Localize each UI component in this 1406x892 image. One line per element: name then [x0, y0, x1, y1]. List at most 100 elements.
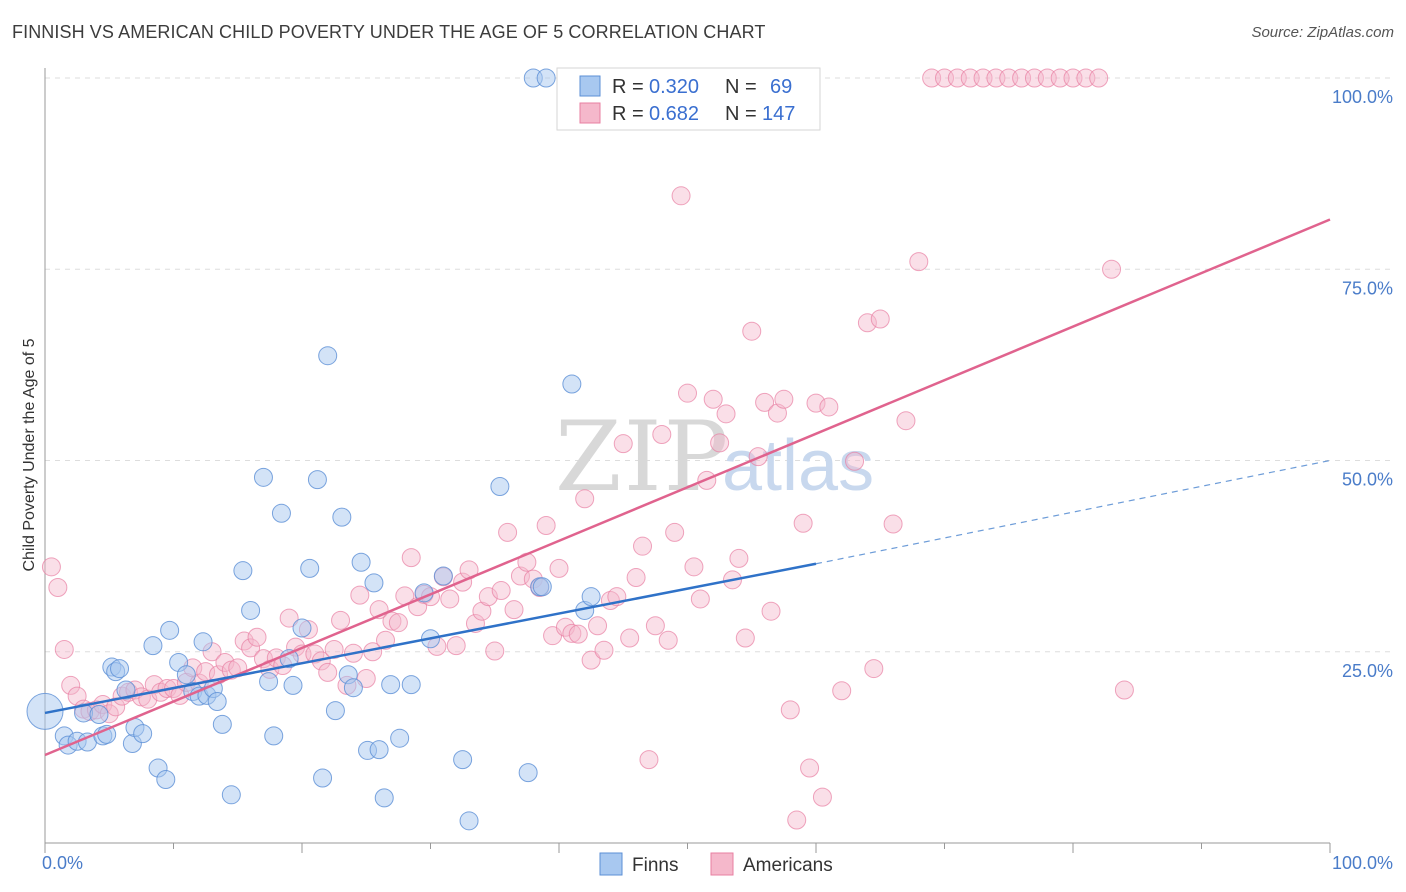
data-point-finns: [532, 577, 552, 597]
data-point-americans: [652, 424, 672, 444]
data-point-americans: [787, 810, 807, 830]
bottom-legend: Finns Americans: [599, 852, 833, 876]
data-point-americans: [491, 581, 511, 601]
data-point-finns: [490, 477, 510, 497]
data-point-finns: [264, 726, 284, 746]
y-tick-label: 50.0%: [1342, 470, 1393, 490]
data-point-americans: [633, 536, 653, 556]
data-point-americans: [755, 392, 775, 412]
series-americans-points: [41, 68, 1134, 830]
data-point-americans: [48, 577, 68, 597]
data-point-americans: [864, 659, 884, 679]
data-point-finns: [351, 552, 371, 572]
data-point-americans: [594, 640, 614, 660]
data-point-americans: [41, 557, 61, 577]
x-tick-label: 100.0%: [1332, 853, 1393, 873]
bottom-legend-swatch-finns: [599, 852, 623, 876]
data-point-americans: [626, 568, 646, 588]
legend-n-label: N =: [725, 76, 757, 98]
data-point-americans: [331, 610, 351, 630]
data-point-americans: [54, 639, 74, 659]
data-point-finns: [233, 561, 253, 581]
data-point-finns: [433, 566, 453, 586]
chart-title: FINNISH VS AMERICAN CHILD POVERTY UNDER …: [12, 22, 766, 42]
data-point-finns: [374, 788, 394, 808]
data-point-americans: [761, 601, 781, 621]
data-point-finns: [26, 692, 64, 730]
data-point-finns: [176, 665, 196, 685]
legend-r-value-finns: 0.320: [649, 76, 699, 98]
data-point-americans: [800, 758, 820, 778]
data-point-americans: [106, 697, 126, 717]
data-point-americans: [678, 383, 697, 403]
data-point-americans: [144, 675, 164, 695]
data-point-finns: [193, 632, 213, 652]
data-point-finns: [307, 470, 327, 490]
data-point-americans: [568, 624, 588, 644]
data-point-americans: [845, 451, 865, 471]
y-tick-label: 100.0%: [1332, 87, 1393, 107]
data-point-americans: [215, 652, 235, 672]
data-point-finns: [143, 636, 163, 656]
data-point-americans: [61, 675, 81, 695]
data-point-americans: [279, 608, 299, 628]
data-point-finns: [241, 600, 261, 620]
data-point-finns: [518, 763, 538, 783]
data-point-finns: [271, 503, 291, 523]
y-axis-label: Child Poverty Under the Age of 5: [21, 338, 38, 571]
data-point-finns: [581, 587, 601, 607]
data-point-americans: [440, 589, 460, 609]
data-point-finns: [459, 811, 479, 831]
bottom-legend-label-americans: Americans: [743, 855, 833, 876]
trend-line-americans: [44, 218, 1331, 757]
trend-lines: [44, 218, 1331, 757]
data-point-americans: [896, 411, 916, 431]
data-point-americans: [665, 522, 685, 542]
data-point-americans: [735, 628, 755, 648]
data-point-finns: [110, 659, 130, 679]
data-point-americans: [742, 321, 762, 341]
data-point-americans: [671, 186, 691, 206]
data-point-americans: [1089, 68, 1109, 88]
data-point-americans: [812, 787, 832, 807]
data-point-americans: [1102, 259, 1122, 279]
data-point-americans: [909, 252, 929, 272]
data-point-americans: [883, 514, 903, 534]
data-point-finns: [292, 618, 312, 638]
tick-labels: 25.0% 50.0% 75.0% 100.0% 0.0% 100.0%: [42, 87, 1393, 873]
trend-line-finns-extension: [815, 459, 1331, 565]
data-point-americans: [819, 397, 839, 417]
data-point-americans: [504, 600, 524, 620]
data-point-americans: [806, 393, 826, 413]
data-point-finns: [381, 675, 401, 695]
data-point-finns: [313, 768, 333, 788]
data-point-finns: [401, 675, 421, 695]
data-point-finns: [332, 507, 352, 527]
data-point-americans: [382, 611, 402, 631]
data-point-americans: [472, 601, 492, 621]
data-point-americans: [658, 630, 678, 650]
data-point-finns: [283, 675, 303, 695]
data-point-americans: [690, 589, 710, 609]
data-point-americans: [780, 700, 800, 720]
y-tick-label: 75.0%: [1342, 278, 1393, 298]
data-point-americans: [575, 489, 595, 509]
data-point-americans: [478, 587, 498, 607]
data-point-finns: [116, 680, 136, 700]
data-point-americans: [684, 557, 704, 577]
data-point-americans: [729, 548, 749, 568]
data-point-americans: [401, 548, 421, 568]
bottom-legend-swatch-americans: [710, 852, 734, 876]
watermark-zip: ZIP: [555, 401, 730, 513]
data-point-finns: [343, 678, 363, 698]
data-point-finns: [156, 770, 176, 790]
data-point-americans: [356, 669, 376, 689]
data-point-americans: [549, 558, 569, 578]
data-point-finns: [318, 346, 338, 366]
data-point-americans: [485, 641, 505, 661]
legend-swatch-finns: [579, 75, 601, 97]
data-point-americans: [832, 681, 852, 701]
data-point-americans: [241, 638, 261, 658]
data-point-finns: [364, 573, 384, 593]
